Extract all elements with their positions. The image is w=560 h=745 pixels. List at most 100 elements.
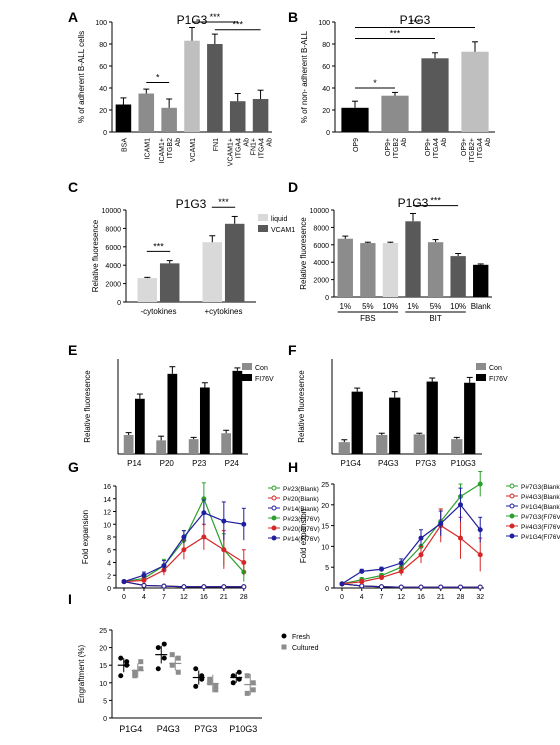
data-point-G [141,582,147,588]
data-point-H [477,527,483,533]
data-point-I [118,655,124,661]
axis-D-y-tick-label: 4000 [313,260,329,267]
axis-B-y-tick-label: 0 [326,130,330,137]
bar-B-2 [421,58,449,132]
axis-H-y-tick-label: 5 [325,565,329,572]
data-point-I [199,676,205,682]
data-point-I [207,680,213,686]
data-point-I [230,680,236,686]
panel-B: B P1G3 % of non- adherent B-ALL 0 20 40 60 80 10… [288,9,495,162]
legend-label-F: Con [489,365,502,372]
legend-label-G: P#20(FI76V) [283,526,320,533]
axis-H-y-tick-label: 15 [321,524,329,531]
data-point-I [124,659,130,665]
bar-F-FI76V [351,391,363,454]
x-tick-label-B: OP9+ [425,138,432,156]
data-point-I [169,652,175,658]
data-point-I [161,641,167,647]
axis-G-y-tick-label: 16 [103,484,111,491]
x-tick-label-B: ITGB2+ [469,138,476,162]
x-tick-label-A: Ab [175,138,182,147]
data-point-H [457,502,463,508]
panel-label-H: H [288,459,298,475]
x-tick-label-C: +cytokines [204,307,242,316]
bar-D-0 [337,238,353,297]
chart-title-D: P1G3 [398,196,429,210]
bar-E-Con [123,435,134,454]
data-point-G [201,534,207,540]
x-tick-label-G: 21 [220,594,228,601]
x-tick-label-B: ITGB2 [393,138,400,158]
data-point-G [241,521,247,527]
x-tick-label-H: 16 [417,594,425,601]
x-tick-label-G: 0 [122,594,126,601]
legend-label-H: P#1G4(Blank) [521,504,560,511]
x-tick-label-E: P20 [160,459,175,468]
bar-A-4 [207,44,223,132]
legend-marker-H [509,533,515,539]
legend-swatch-F [476,374,486,381]
panel-label-D: D [288,179,298,195]
data-point-G [121,579,127,585]
axis-I-y-tick-label: 25 [99,628,107,635]
data-point-G [221,518,227,524]
x-tick-label-H: 21 [437,594,445,601]
axis-A-y-tick-label: 20 [99,108,107,115]
panel-label-I: I [68,591,72,607]
y-axis-label-B: % of non- adherent B-ALL [300,30,309,123]
bar-F-Con [451,439,463,454]
legend-marker-I [281,644,287,650]
series-line-H [341,524,481,585]
data-point-I [250,687,256,693]
x-tick-label-F: P10G3 [451,459,476,468]
axis-D-y-tick-label: 8000 [313,225,329,232]
bar-C-VCAM1 [159,263,180,302]
chart-title-B: P1G3 [400,13,431,27]
axis-I-y-tick-label: 15 [99,663,107,670]
bar-E-FI76V [134,398,145,454]
x-tick-label-D: 5% [362,302,374,311]
bar-D-4 [427,242,444,297]
panel-I: I Engraftment (%) 0 5 10 15 20 25 P1G4 P4G3 P7G3 P1… [68,591,319,734]
data-point-H [359,583,365,589]
y-axis-label-C: Relative fluoresence [91,219,100,292]
x-tick-label-E: P24 [225,459,240,468]
bar-F-FI76V [464,382,476,454]
data-point-I [138,666,144,672]
x-tick-label-G: 16 [200,594,208,601]
data-point-I [207,676,213,682]
data-point-H [477,552,483,558]
data-point-H [418,535,424,541]
legend-marker-H [509,483,515,489]
bar-F-Con [338,442,350,454]
x-tick-label-D: 10% [382,302,398,311]
bar-E-Con [156,440,167,454]
legend-label-G: P#23(FI76V) [283,516,320,523]
axis-I-y-tick-label: 5 [103,698,107,705]
chart-title-A: P1G3 [177,13,208,27]
data-point-G [181,547,187,553]
axis-A-y-tick-label: 40 [99,86,107,93]
data-point-I [124,662,130,668]
significance-C-0-label: *** [153,241,164,251]
axis-H-y-tick-label: 10 [321,544,329,551]
x-tick-label-G: 28 [240,594,248,601]
legend-label-E: FI76V [255,376,274,383]
x-tick-label-A: BSA [121,138,128,152]
bar-E-FI76V [167,373,178,454]
data-point-H [418,552,424,558]
bar-A-3 [184,40,200,133]
axis-A-y-tick-label: 80 [99,42,107,49]
axis-C-y-tick-label: 10000 [102,208,122,215]
x-tick-label-A: VCAM1+ [228,138,235,166]
bar-B-3 [461,51,489,133]
bar-F-FI76V [426,381,438,454]
x-tick-label-D: 1% [340,302,352,311]
axis-G-y-tick-label: 0 [107,586,111,593]
data-point-H [378,575,384,581]
data-point-I [250,680,256,686]
data-point-H [359,568,365,574]
legend-marker-H [509,503,515,509]
x-tick-label-B: OP9+ [385,138,392,156]
data-point-H [359,579,365,585]
